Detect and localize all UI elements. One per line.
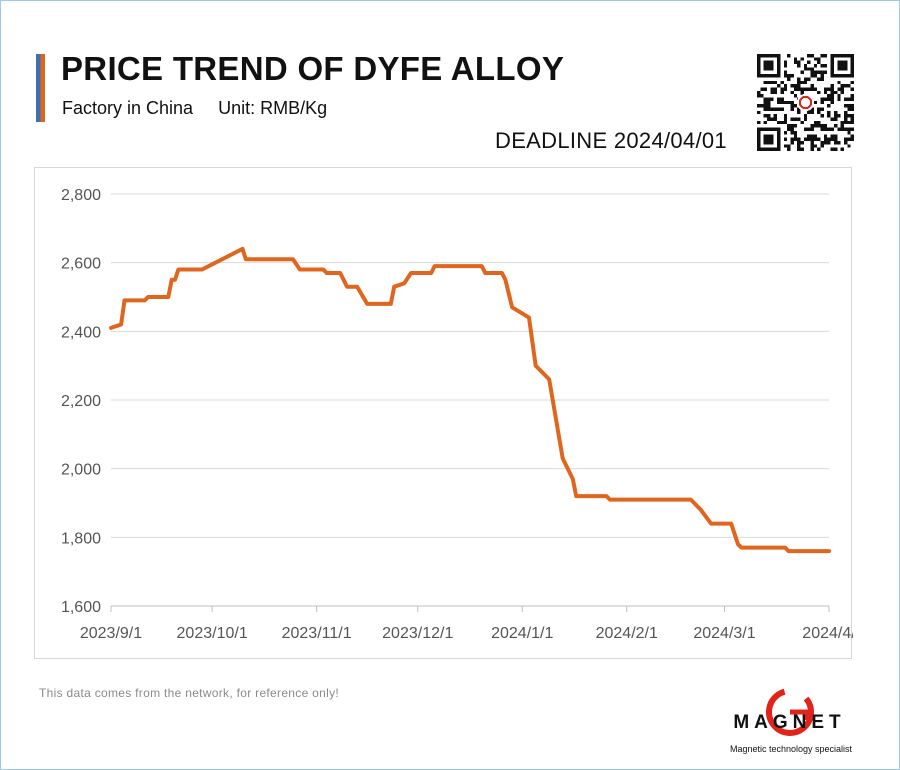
- y-tick-labels: 1,600 1,800 2,000 2,200 2,400 2,600 2,800: [61, 187, 101, 616]
- x-tick-label: 2023/12/1: [382, 625, 453, 642]
- grid-lines: [111, 193, 829, 538]
- y-tick-label: 1,600: [61, 599, 101, 616]
- x-tick-label: 2023/11/1: [282, 625, 352, 642]
- deadline-label: DEADLINE 2024/04/01: [495, 128, 727, 153]
- chart-container: 1,600 1,800 2,000 2,200 2,400 2,600 2,800 2023…: [34, 167, 853, 659]
- series-layer: [109, 246, 831, 554]
- brand-tagline: Magnetic technology specialist: [729, 744, 853, 754]
- page-subtitle: Factory in China Unit: RMB/Kg: [62, 98, 327, 119]
- qr-code-icon: [757, 54, 854, 151]
- page-title: PRICE TREND OF DYFE ALLOY: [61, 50, 565, 87]
- title-accent-bar: [36, 54, 45, 122]
- price-line-chart: 1,600 1,800 2,000 2,200 2,400 2,600 2,800 2023…: [61, 187, 853, 642]
- y-tick-label: 2,200: [61, 393, 101, 410]
- y-tick-label: 1,800: [61, 530, 101, 547]
- disclaimer-note: This data comes from the network, for re…: [39, 686, 340, 700]
- x-tick-label: 2023/9/1: [80, 625, 142, 642]
- x-tick-label: 2024/3/1: [693, 625, 755, 642]
- price-series-line: [109, 246, 831, 554]
- y-tick-label: 2,000: [61, 462, 101, 479]
- magnet-logo-icon: [766, 688, 814, 736]
- x-tick-label: 2024/2/1: [596, 625, 658, 642]
- brand-logo: MAGNET Magnetic technology specialist: [722, 684, 862, 764]
- x-tick-label: 2024/4/: [802, 625, 853, 642]
- x-tick-labels: 2023/9/1 2023/10/1 2023/11/1 2023/12/1 2024/…: [80, 625, 853, 642]
- y-tick-label: 2,800: [61, 187, 101, 204]
- brand-name: MAGNET: [733, 712, 846, 733]
- x-axis: [110, 605, 830, 612]
- subtitle-unit: Unit: RMB/Kg: [218, 98, 328, 118]
- subtitle-source: Factory in China: [62, 98, 194, 118]
- x-tick-label: 2024/1/1: [491, 625, 553, 642]
- y-tick-label: 2,600: [61, 256, 101, 273]
- y-tick-label: 2,400: [61, 324, 101, 341]
- x-tick-label: 2023/10/1: [177, 625, 248, 642]
